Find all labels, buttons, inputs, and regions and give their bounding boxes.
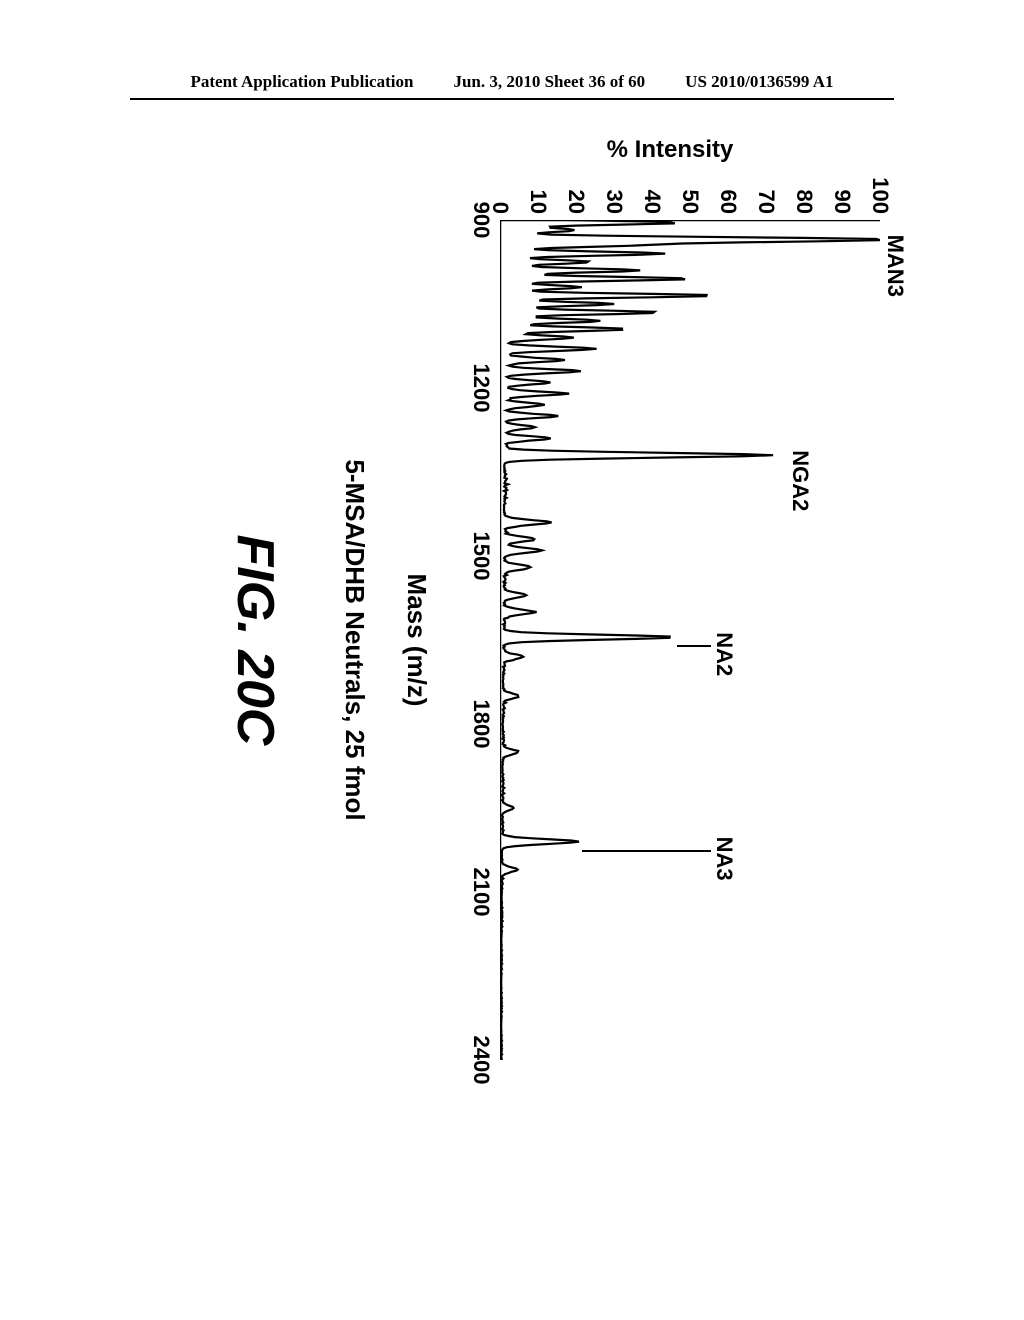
- x-tick-label: 1800: [468, 694, 494, 754]
- x-axis-label: Mass (m/z): [401, 574, 432, 707]
- header-left: Patent Application Publication: [191, 72, 414, 92]
- figure-rotated: % Intensity Mass (m/z) 5-MSA/DHB Neutral…: [120, 150, 910, 1290]
- figure-subtitle: 5-MSA/DHB Neutrals, 25 fmol: [339, 459, 370, 820]
- header-rule: [130, 98, 894, 100]
- x-tick-label: 1200: [468, 358, 494, 418]
- header-center: Jun. 3, 2010 Sheet 36 of 60: [453, 72, 645, 92]
- peak-label: NGA2: [787, 450, 813, 511]
- x-tick-label: 900: [468, 190, 494, 250]
- x-tick-label: 1500: [468, 526, 494, 586]
- y-tick-label: 100: [869, 170, 891, 214]
- x-tick-label: 2100: [468, 862, 494, 922]
- y-tick-label: 70: [755, 170, 777, 214]
- y-tick-label: 80: [793, 170, 815, 214]
- y-tick-label: 20: [565, 170, 587, 214]
- spectrum-trace: [501, 220, 880, 1060]
- y-tick-label: 30: [603, 170, 625, 214]
- header: Patent Application Publication Jun. 3, 2…: [0, 72, 1024, 92]
- page: Patent Application Publication Jun. 3, 2…: [0, 0, 1024, 1320]
- figure-label: FIG. 20C: [225, 535, 285, 746]
- y-tick-label: 10: [527, 170, 549, 214]
- y-axis-label: % Intensity: [607, 136, 734, 164]
- peak-leader: [582, 850, 711, 852]
- y-tick-label: 50: [679, 170, 701, 214]
- spectrum-svg: [500, 220, 880, 1060]
- figure-container: % Intensity Mass (m/z) 5-MSA/DHB Neutral…: [120, 150, 910, 1290]
- peak-leader: [677, 645, 711, 647]
- peak-label: NA2: [711, 632, 737, 676]
- peak-label: MAN3: [882, 235, 908, 297]
- y-tick-label: 90: [831, 170, 853, 214]
- x-tick-label: 2400: [468, 1030, 494, 1090]
- y-tick-label: 40: [641, 170, 663, 214]
- y-tick-label: 60: [717, 170, 739, 214]
- peak-label: NA3: [711, 837, 737, 881]
- chart-plot-area: 0102030405060708090100 90012001500180021…: [500, 220, 880, 1060]
- header-right: US 2010/0136599 A1: [685, 72, 833, 92]
